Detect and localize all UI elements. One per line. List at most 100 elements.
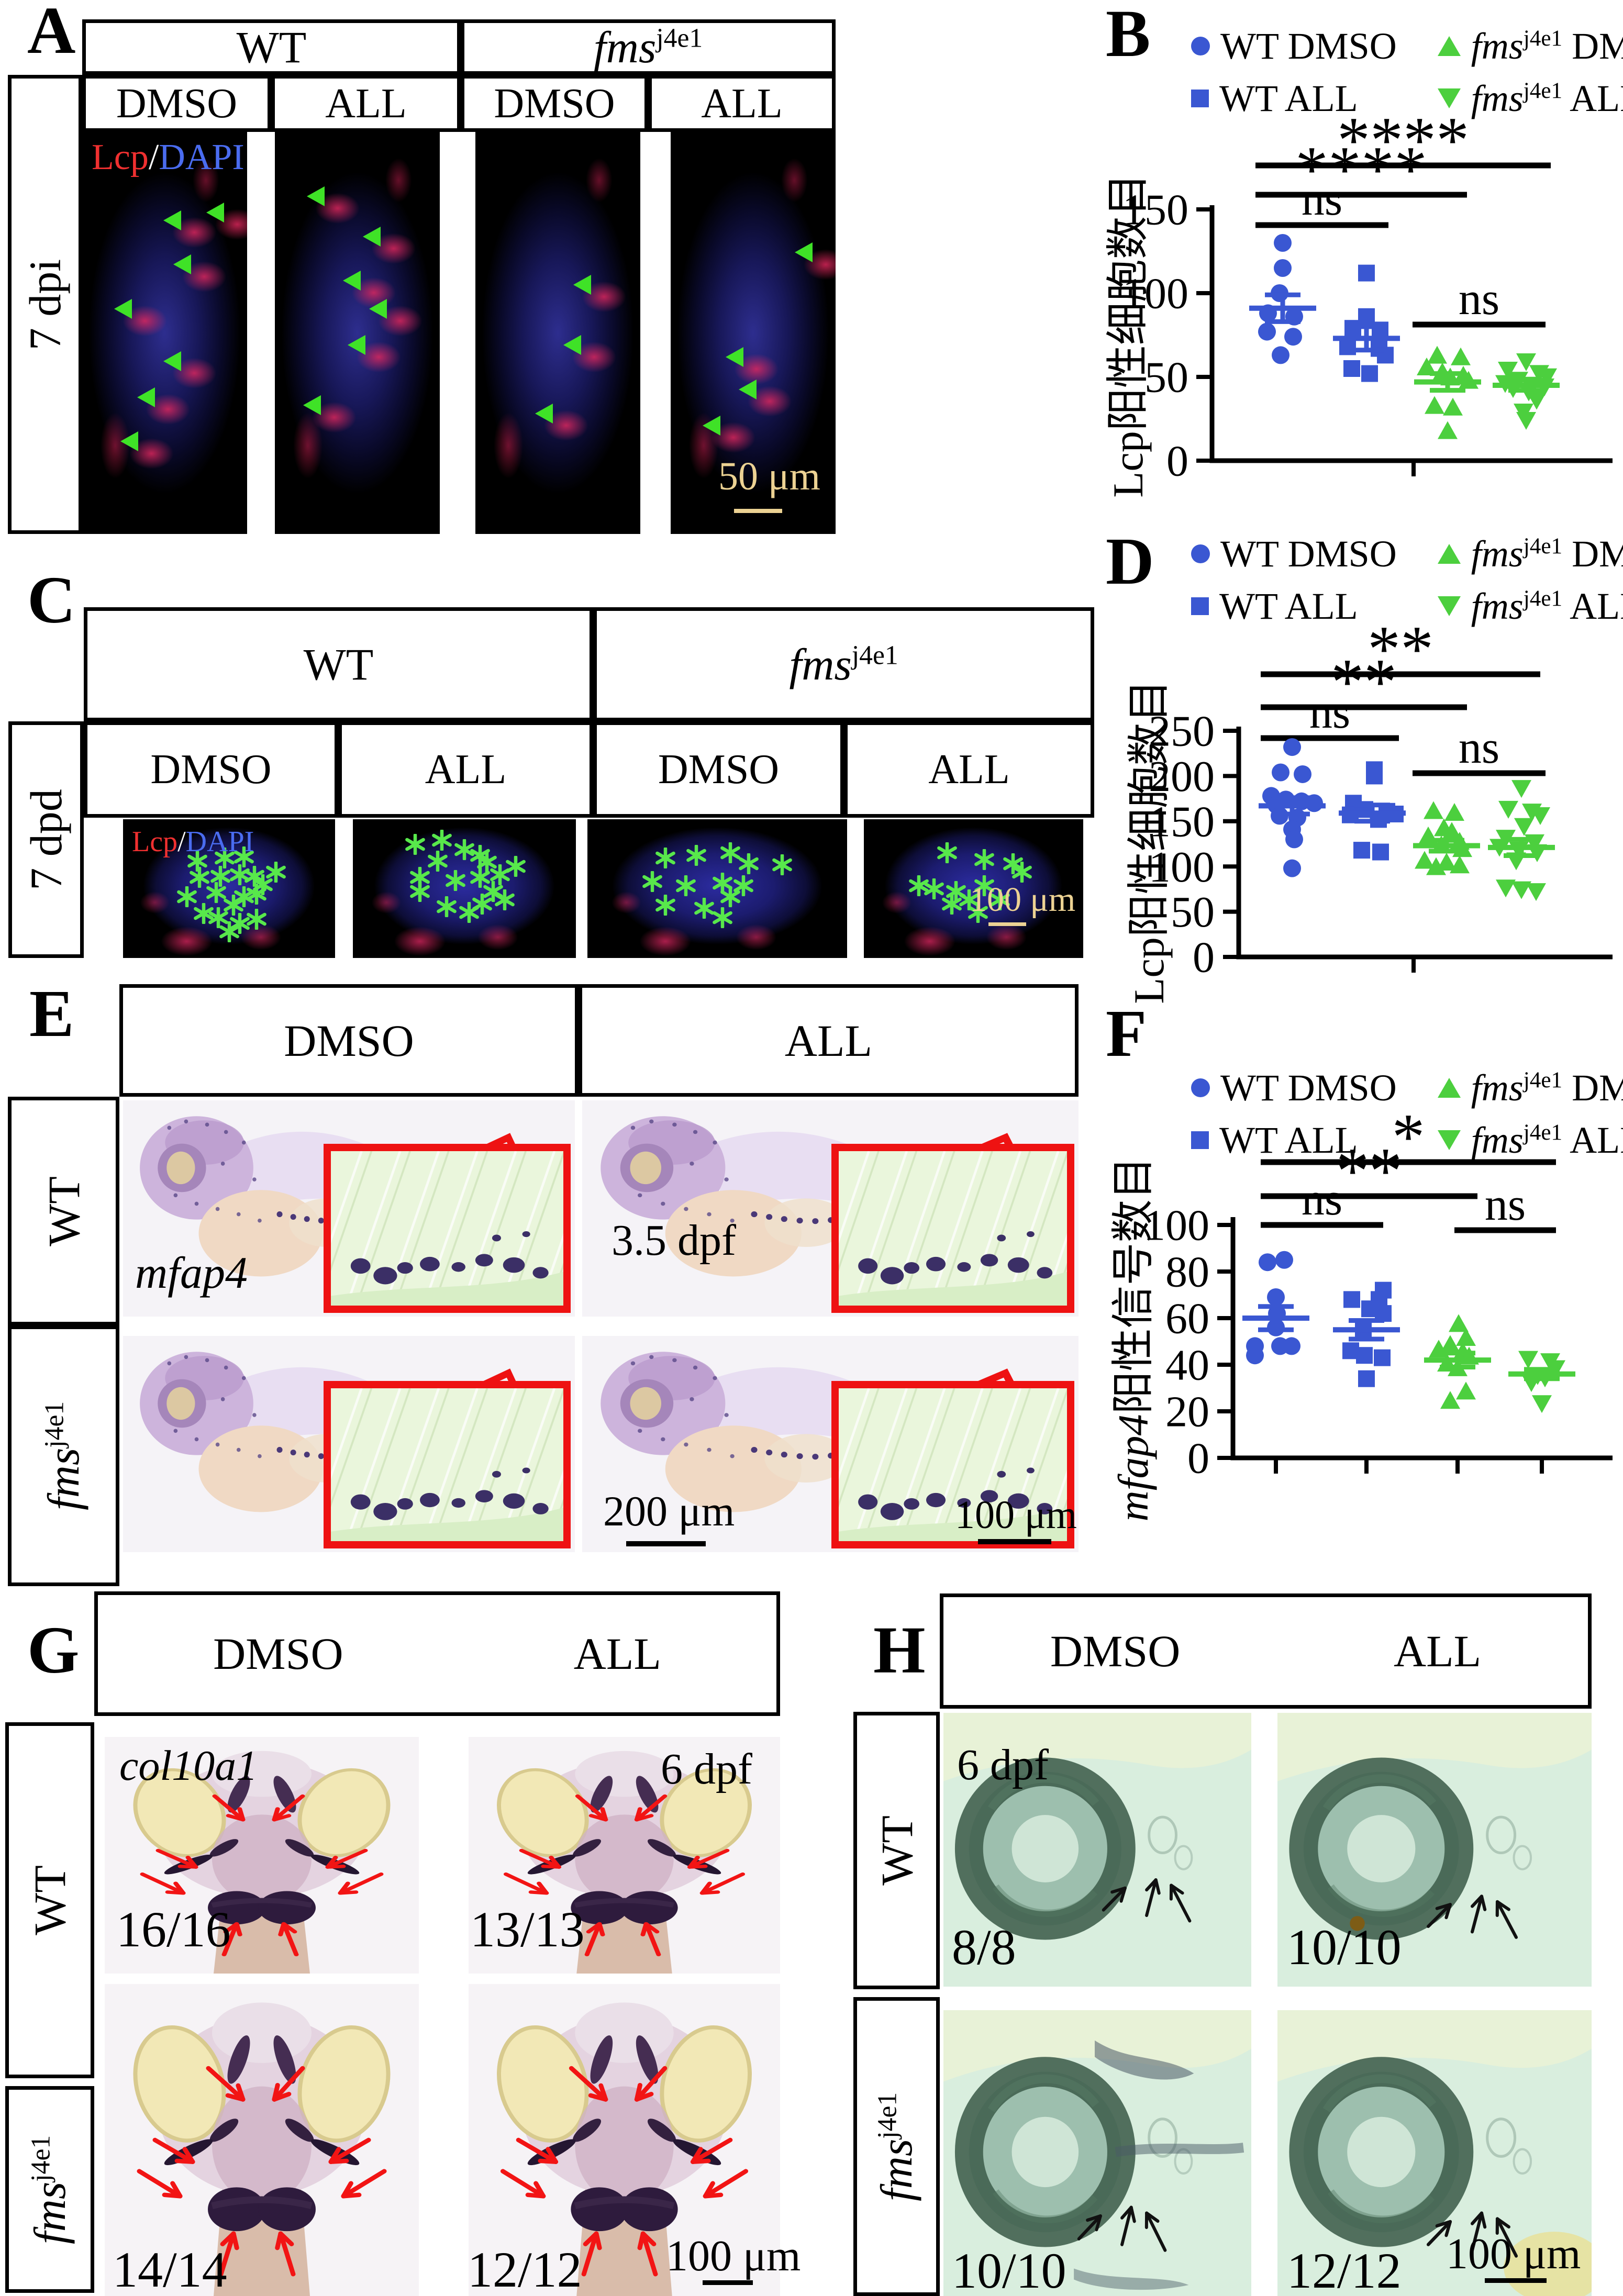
arrowhead-icon bbox=[794, 242, 813, 263]
data-point bbox=[1274, 259, 1292, 277]
scale-bar bbox=[1485, 2278, 1547, 2283]
panel-h-label: H bbox=[873, 1613, 926, 1687]
y-tick-label: 50 bbox=[1171, 888, 1215, 937]
legend-label: fmsj4e1 DMSO bbox=[1471, 25, 1623, 67]
sig-label: ns bbox=[1459, 274, 1499, 325]
arrowhead-icon bbox=[702, 415, 720, 436]
panel-h-row-fms: fmsj4e1 bbox=[871, 2092, 922, 2201]
legend-label: WT DMSO bbox=[1220, 1067, 1397, 1109]
data-point bbox=[1358, 1370, 1375, 1387]
asterisk-marker bbox=[694, 897, 715, 919]
arrow-icon bbox=[643, 1922, 661, 1957]
legend-column: WT DMSO WT ALL bbox=[1191, 27, 1397, 117]
data-point bbox=[1283, 859, 1301, 877]
data-point bbox=[1272, 346, 1289, 364]
asterisk-marker bbox=[941, 893, 962, 915]
scale-bar bbox=[626, 1541, 706, 1546]
y-tick-label: 0 bbox=[1187, 1434, 1209, 1483]
legend-label: WT ALL bbox=[1219, 585, 1358, 627]
stain-label: Lcp/DAPI bbox=[132, 827, 254, 856]
legend-item: WT DMSO bbox=[1191, 27, 1397, 65]
asterisk-marker bbox=[246, 908, 267, 931]
panel-a-group-header-wt: WT bbox=[82, 19, 461, 75]
y-tick-label: 60 bbox=[1165, 1295, 1209, 1343]
asterisk-marker bbox=[990, 888, 1010, 911]
data-point bbox=[1444, 803, 1464, 821]
asterisk-icon bbox=[215, 846, 235, 870]
asterisk-marker bbox=[206, 882, 227, 904]
asterisk-marker bbox=[712, 872, 733, 895]
gene-label: mfap4 bbox=[135, 1247, 248, 1298]
count-label: 13/13 bbox=[470, 1901, 585, 1957]
asterisk-marker bbox=[427, 850, 448, 872]
col-label: ALL bbox=[325, 80, 407, 127]
arrow-icon bbox=[687, 1848, 730, 1869]
arrow-icon bbox=[155, 1848, 198, 1869]
arrow-icon bbox=[272, 2066, 305, 2102]
panel-d-label: D bbox=[1106, 524, 1154, 598]
arrow-icon bbox=[690, 2137, 733, 2164]
asterisk-icon bbox=[908, 874, 929, 897]
micrograph-fms-dmso bbox=[475, 132, 640, 534]
data-point bbox=[1258, 322, 1276, 341]
panel-g-header: DMSO ALL bbox=[94, 1591, 780, 1716]
arrow-icon bbox=[575, 1794, 608, 1822]
legend-column: fmsj4e1 DMSO fmsj4e1 ALL bbox=[1437, 1069, 1623, 1159]
col-label: ALL bbox=[784, 1015, 873, 1066]
col-label: DMSO bbox=[658, 746, 780, 793]
data-point bbox=[1358, 264, 1375, 282]
arrowhead-icon bbox=[137, 387, 155, 407]
sig-label: **** bbox=[1295, 133, 1427, 206]
panel-e-row-fms-box: fmsj4e1 bbox=[8, 1325, 119, 1586]
count-label: 10/10 bbox=[952, 2243, 1066, 2296]
stage-label: 3.5 dpf bbox=[612, 1216, 736, 1265]
count-label: 12/12 bbox=[1287, 2243, 1402, 2296]
asterisk-marker bbox=[246, 883, 267, 906]
legend-label: WT DMSO bbox=[1220, 533, 1397, 575]
panel-c-col-dmso-2: DMSO bbox=[593, 721, 844, 818]
data-point bbox=[1353, 842, 1370, 859]
panel-h-row-wt: WT bbox=[871, 1815, 922, 1886]
asterisk-marker bbox=[409, 880, 430, 903]
arrowhead-icon bbox=[738, 379, 757, 399]
legend-label: WT DMSO bbox=[1220, 25, 1397, 67]
panel-f: F WT DMSO WT ALL fmsj4e1 DMSO fmsj4e1 ALL 0… bbox=[1089, 995, 1623, 1586]
panel-e-row-wt: WT bbox=[38, 1176, 89, 1246]
data-point bbox=[1275, 1251, 1293, 1269]
panel-e-col-all: ALL bbox=[579, 984, 1079, 1097]
arrow-icon bbox=[328, 2137, 371, 2164]
data-point bbox=[1343, 360, 1360, 377]
asterisk-marker bbox=[655, 894, 676, 917]
asterisk-marker bbox=[219, 920, 240, 943]
data-point bbox=[1511, 780, 1531, 798]
data-point bbox=[1530, 807, 1550, 825]
asterisk-icon bbox=[772, 854, 792, 876]
panel-a-row-label: 7 dpi bbox=[20, 259, 70, 350]
panel-a-label: A bbox=[27, 0, 76, 68]
panel-a-group-wt-text: WT bbox=[236, 22, 307, 72]
data-point bbox=[1267, 1288, 1285, 1306]
asterisk-marker bbox=[974, 848, 995, 871]
arrow-icon bbox=[137, 2169, 183, 2199]
legend-column: WT DMSO WT ALL bbox=[1191, 1069, 1397, 1159]
arrow-icon bbox=[278, 2231, 296, 2277]
asterisk-icon bbox=[713, 906, 732, 929]
legend-label: fmsj4e1 ALL bbox=[1471, 77, 1623, 119]
eye-image bbox=[943, 2010, 1251, 2296]
data-point bbox=[1283, 738, 1301, 756]
panel-c-col-all-2: ALL bbox=[844, 721, 1094, 818]
arrow-icon bbox=[1470, 2211, 1484, 2252]
data-point bbox=[1527, 392, 1547, 410]
scale-label-inset: 100 μm bbox=[955, 1493, 1077, 1537]
sig-label: ns bbox=[1302, 174, 1342, 225]
asterisk-icon bbox=[437, 895, 457, 918]
micrograph-fms-dmso bbox=[587, 819, 847, 958]
col-label: ALL bbox=[701, 80, 783, 127]
head-image bbox=[105, 1737, 419, 1974]
asterisk-icon bbox=[189, 866, 209, 889]
asterisk-icon bbox=[974, 848, 995, 871]
count-label: 8/8 bbox=[952, 1919, 1016, 1975]
panel-b: B WT DMSO WT ALL fmsj4e1 DMSO fmsj4e1 ALL 0… bbox=[1089, 0, 1623, 523]
data-point bbox=[1356, 1347, 1373, 1364]
asterisk-marker bbox=[176, 886, 197, 908]
